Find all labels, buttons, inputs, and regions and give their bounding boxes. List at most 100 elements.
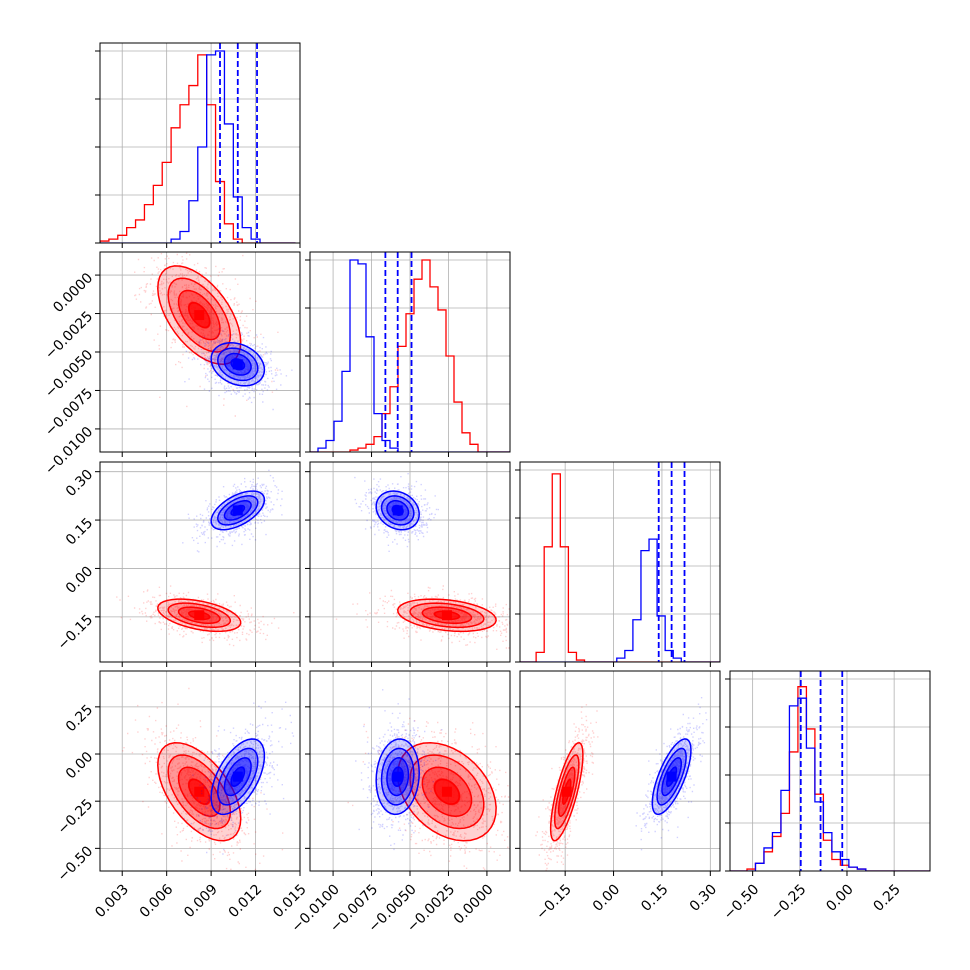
x-tick-label: 0.012	[226, 881, 266, 921]
scatter-panel-2-1	[305, 462, 510, 667]
contour-red	[177, 289, 221, 341]
contour-red	[167, 277, 232, 353]
scatter-panel-3-0	[95, 671, 301, 876]
histogram-panel-1	[305, 252, 510, 457]
contour-blue	[380, 495, 415, 526]
contour-blue	[391, 766, 404, 787]
density-peak-blue	[232, 505, 243, 516]
contour-blue	[217, 747, 259, 806]
y-tick-label: −0.15	[55, 612, 97, 654]
contour-blue	[230, 766, 246, 787]
panel-frame-1-0	[99, 251, 301, 453]
histogram-blue-2	[520, 538, 720, 662]
panel-frame-2-1	[309, 461, 511, 663]
y-tick-label: 0.0000	[50, 270, 96, 316]
contour-red	[157, 598, 242, 633]
contour-blue	[223, 499, 252, 521]
y-tick-label: 0.30	[63, 467, 96, 500]
contour-blue	[375, 738, 420, 816]
contour-blue	[230, 358, 246, 371]
contour-red	[396, 598, 497, 633]
density-peak-red	[441, 610, 452, 621]
y-tick-label: −0.50	[55, 843, 97, 885]
x-tick-label: 0.15	[638, 881, 671, 914]
histogram-blue-0	[100, 50, 296, 243]
density-peak-red	[561, 786, 572, 797]
contour-blue	[375, 490, 420, 531]
contour-blue	[230, 504, 246, 516]
contour-red	[188, 778, 211, 805]
histogram-panel-0	[95, 43, 301, 248]
density-peak-blue	[392, 771, 403, 782]
histogram-red-2	[520, 473, 720, 662]
histogram-panel-2	[515, 462, 720, 667]
contour-blue	[223, 352, 252, 376]
histogram-red-0	[100, 54, 296, 243]
density-peak-blue	[232, 771, 243, 782]
y-tick-label: −0.25	[55, 796, 97, 838]
scatter-points-red	[122, 687, 284, 871]
contour-red	[553, 754, 580, 830]
panel-frame-3-2	[519, 670, 721, 872]
y-tick-label: 0.15	[63, 515, 96, 548]
panel-frame-3-1	[309, 670, 511, 872]
contour-red	[157, 742, 242, 842]
contour-blue	[391, 504, 404, 516]
contour-red	[549, 741, 584, 842]
contour-red	[433, 610, 460, 621]
scatter-panel-3-2	[515, 671, 720, 876]
x-tick-label: 0.009	[181, 881, 221, 921]
contour-blue	[656, 747, 687, 806]
density-peak-blue	[232, 359, 243, 370]
contour-blue	[217, 495, 259, 526]
contour-red	[409, 754, 485, 830]
contour-red	[421, 766, 473, 818]
contour-blue	[380, 747, 415, 806]
contour-red	[561, 778, 572, 805]
density-peak-red	[194, 786, 205, 797]
contour-red	[421, 606, 473, 625]
x-tick-label: −0.15	[533, 881, 575, 923]
contour-red	[167, 754, 232, 830]
contour-blue	[661, 757, 683, 797]
contour-blue	[210, 490, 266, 531]
contour-blue	[386, 757, 410, 797]
y-tick-label: 0.25	[63, 702, 96, 735]
x-tick-label: 0.00	[590, 881, 623, 914]
density-peak-blue	[392, 505, 403, 516]
panel-frame-2-2	[519, 461, 721, 663]
density-peak-blue	[666, 771, 677, 782]
contour-blue	[666, 766, 678, 787]
contour-blue	[210, 342, 266, 387]
contour-red	[188, 610, 211, 621]
x-tick-label: 0.30	[687, 881, 720, 914]
contour-red	[433, 778, 460, 805]
contour-blue	[223, 757, 252, 797]
contour-red	[177, 606, 221, 625]
contour-red	[167, 602, 232, 629]
contour-red	[157, 265, 242, 365]
panel-frame-1-1	[309, 251, 511, 453]
x-tick-label: 0.0000	[451, 881, 497, 927]
y-tick-label: 0.00	[63, 749, 96, 782]
histogram-blue-3	[730, 697, 930, 871]
x-tick-label: 0.006	[137, 881, 177, 921]
density-peak-red	[194, 310, 205, 321]
x-tick-label: 0.00	[823, 881, 856, 914]
contour-blue	[386, 499, 410, 521]
x-tick-label: −0.25	[768, 881, 810, 923]
density-peak-red	[194, 610, 205, 621]
density-peak-red	[441, 786, 452, 797]
contour-blue	[217, 347, 259, 382]
contour-red	[557, 766, 576, 818]
contour-red	[188, 302, 211, 329]
x-tick-label: 0.25	[871, 881, 904, 914]
contour-blue	[210, 738, 266, 816]
panel-frame-2-0	[99, 461, 301, 663]
histogram-panel-3	[725, 671, 930, 876]
contour-red	[409, 602, 485, 629]
histogram-blue-1	[310, 259, 510, 452]
x-tick-label: 0.003	[92, 881, 132, 921]
scatter-panel-2-0	[95, 462, 301, 667]
